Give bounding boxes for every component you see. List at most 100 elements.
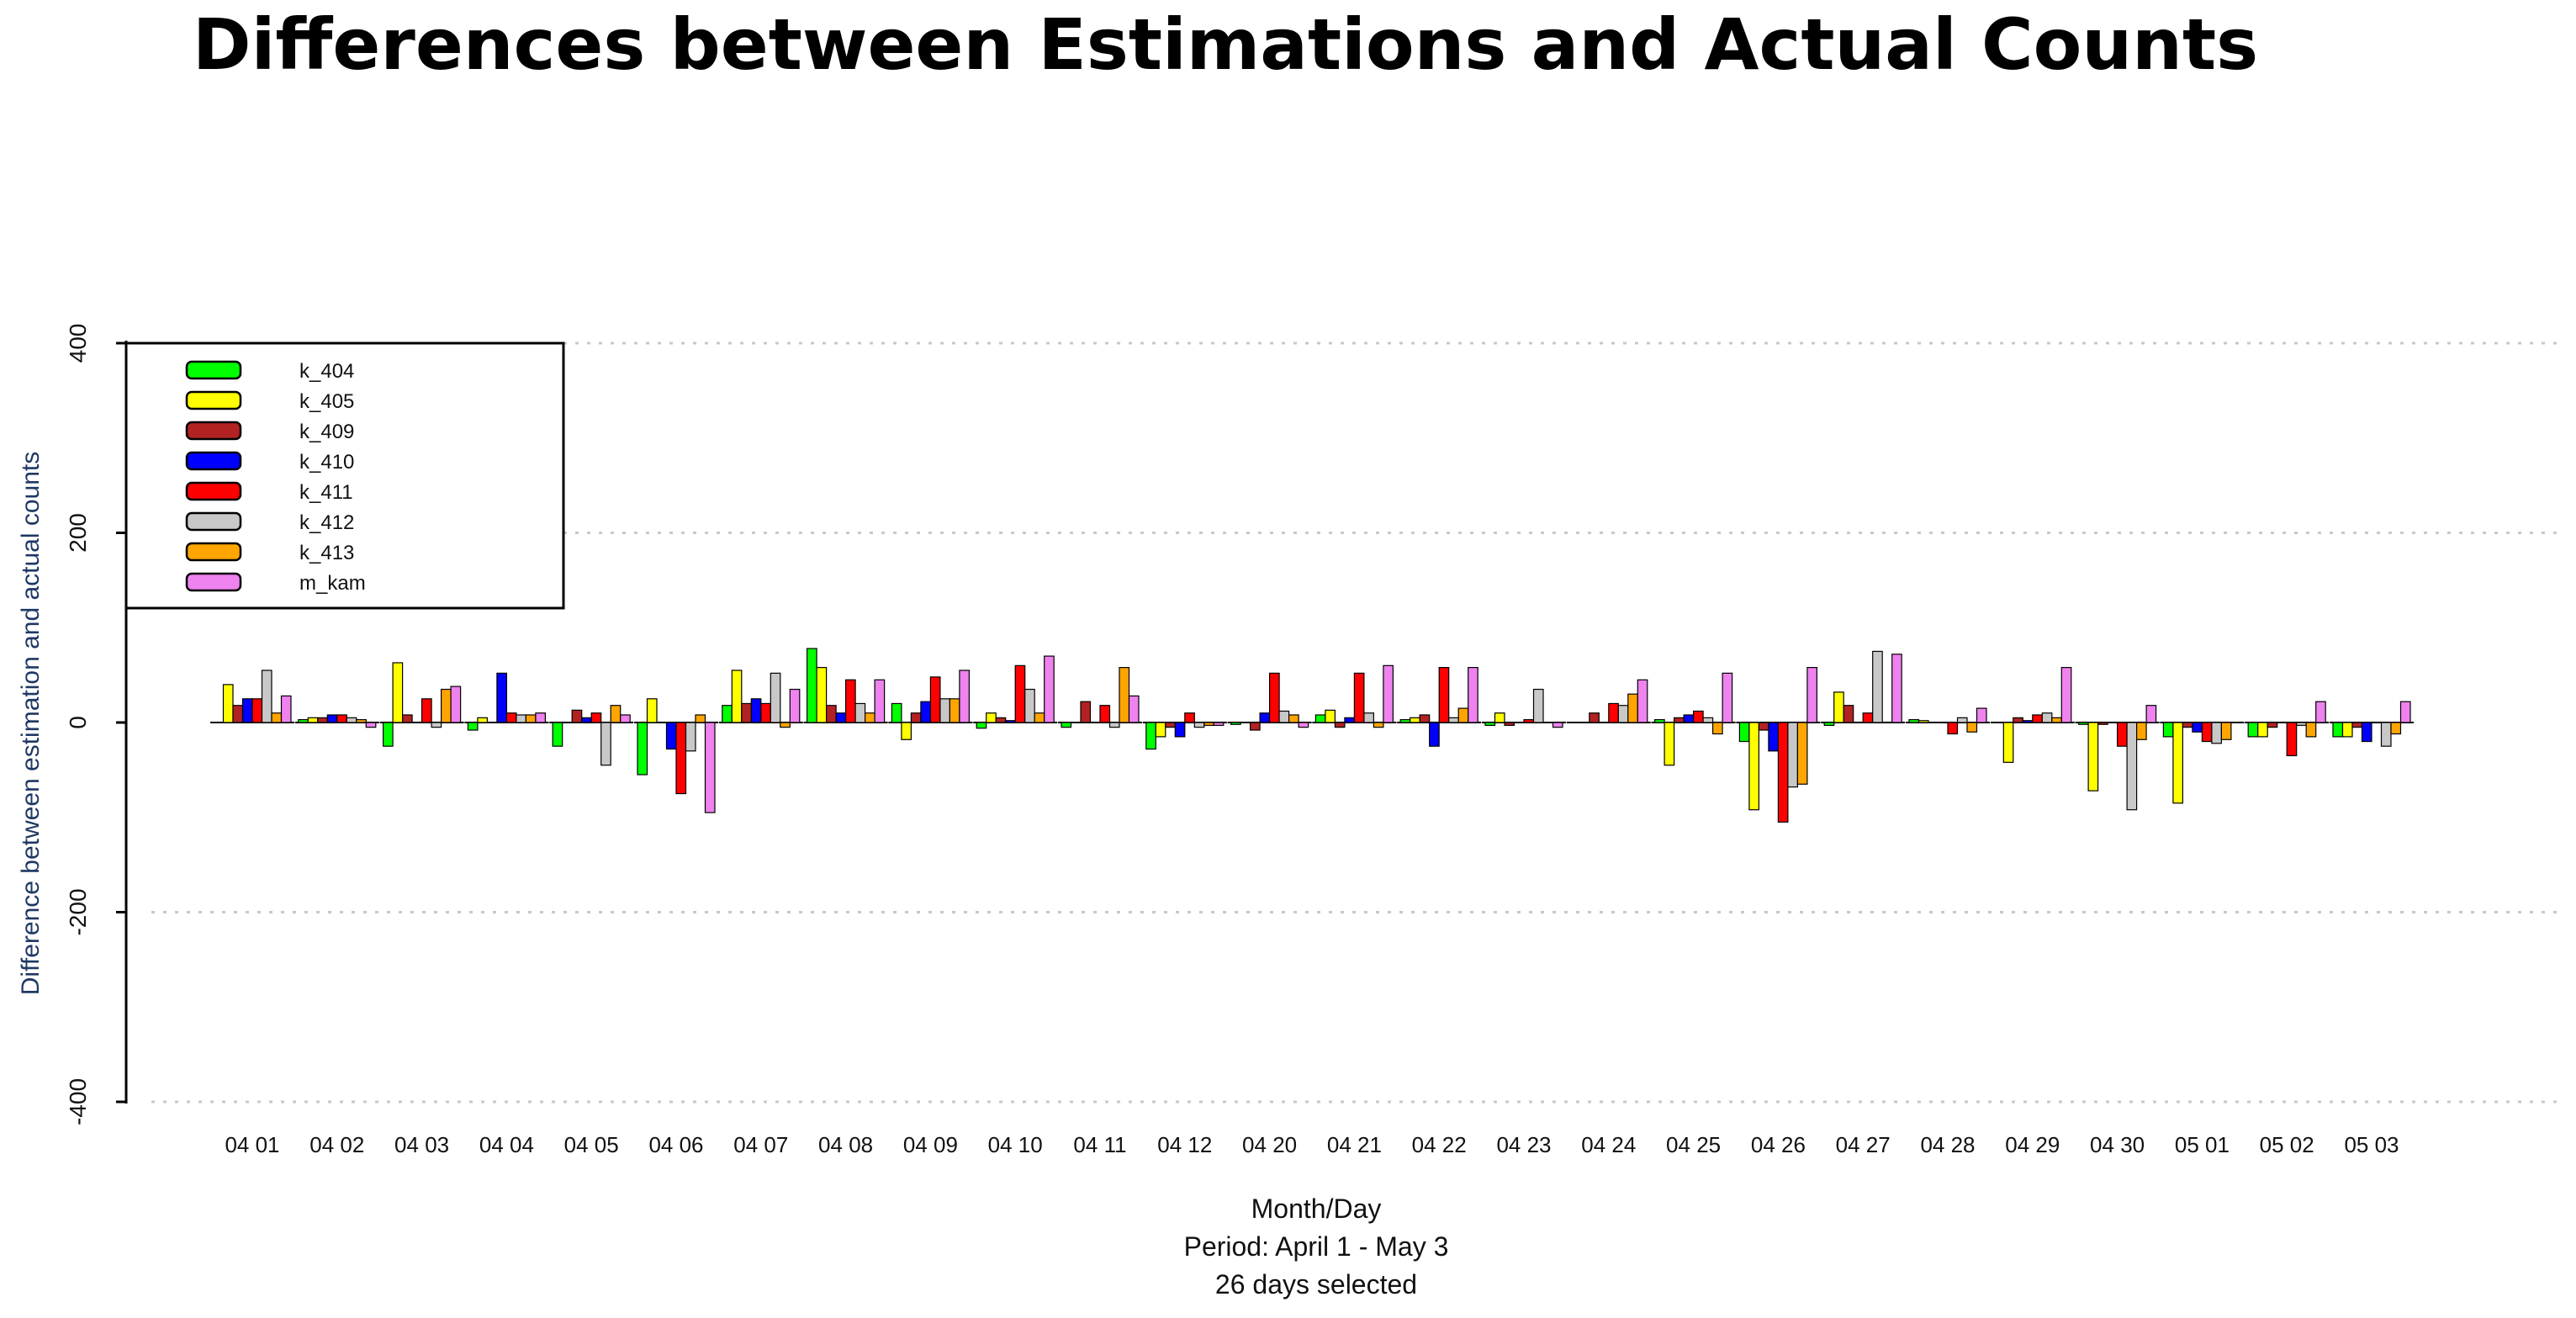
bar-m_kam-04-10 [1044,655,1055,723]
bar-k_412-04-06 [685,722,696,752]
legend-swatch-m_kam [185,572,242,592]
bar-k_413-05-03 [2390,722,2402,735]
bar-k_404-04-11 [1061,722,1072,728]
bar-k_413-04-24 [1627,693,1638,723]
bar-m_kam-04-11 [1128,695,1140,723]
x-tick-labels: 04 01 04 02 04 03 04 04 04 05 04 06 04 07 04 08… [225,1132,2399,1157]
bar-k_411-04-28 [1947,722,1959,735]
bar-k_412-04-11 [1108,722,1120,728]
bar-k_409-04-27 [1843,705,1854,723]
bar-k_411-04-22 [1438,667,1450,723]
bar-k_404-04-20 [1230,722,1241,725]
bar-k_413-04-28 [1966,722,1978,733]
bar-k_409-04-01 [232,705,244,723]
bar-m_kam-04-07 [789,688,801,723]
bar-k_413-04-25 [1711,722,1723,735]
bar-k_409-04-30 [2097,722,2108,725]
bar-m_kam-04-22 [1468,667,1478,723]
bar-k_413-04-12 [1203,722,1214,726]
bar-k_410-04-09 [920,701,932,723]
bar-k_412-04-12 [1193,722,1205,728]
bar-k_405-04-26 [1748,722,1759,811]
y-tick-label: 400 [65,324,91,363]
bar-k_409-04-11 [1080,701,1092,723]
x-tick-label: 04 04 [479,1132,534,1157]
y-tick-label: 0 [65,716,91,729]
x-tick-label: 04 20 [1242,1132,1297,1157]
bar-k_413-04-01 [271,712,283,723]
legend-swatch-k_411 [185,481,242,501]
x-axis-label-line1: Month/Day [1251,1194,1382,1224]
y-axis: -400 -200 0 200 400 [65,324,128,1125]
bar-k_412-04-20 [1278,710,1290,723]
bar-k_409-04-03 [402,714,413,723]
bar-k_411-04-24 [1608,702,1619,723]
bar-m_kam-04-27 [1891,654,1902,723]
x-tick-label: 04 27 [1836,1132,1891,1157]
bar-k_410-04-10 [1005,720,1016,723]
bar-m_kam-04-08 [874,679,886,723]
x-tick-label: 04 26 [1751,1132,1806,1157]
bar-k_413-04-11 [1119,667,1130,723]
x-tick-label: 04 24 [1581,1132,1636,1157]
bar-k_405-05-01 [2172,722,2183,804]
bar-k_413-04-09 [949,698,960,723]
legend-swatch-k_412 [185,511,242,532]
bar-k_413-04-22 [1457,707,1469,723]
bars [210,648,2414,823]
bar-k_412-05-03 [2380,722,2392,747]
bar-k_404-05-03 [2332,722,2344,738]
bar-k_411-05-02 [2286,722,2298,757]
bar-k_411-04-20 [1268,672,1280,723]
bar-k_410-04-26 [1768,722,1779,752]
bar-k_413-04-29 [2051,717,2062,723]
x-tick-label: 05 03 [2344,1132,2399,1157]
x-tick-label: 04 30 [2090,1132,2145,1157]
bar-k_412-04-25 [1702,717,1714,723]
legend-swatch-k_404 [185,360,242,380]
bar-k_409-04-22 [1419,714,1431,723]
bar-k_410-04-21 [1344,717,1356,723]
bar-k_409-04-26 [1758,722,1769,731]
bar-k_404-04-30 [2078,722,2089,725]
bar-k_409-04-08 [825,705,837,723]
bar-k_410-05-01 [2192,722,2203,733]
bar-k_412-04-08 [854,702,866,723]
bar-k_413-05-01 [2220,722,2232,740]
bar-k_405-04-25 [1664,722,1675,766]
bar-k_410-04-29 [2022,720,2034,723]
x-tick-label: 05 02 [2260,1132,2314,1157]
bar-k_410-04-22 [1429,722,1440,747]
x-tick-label: 04 09 [903,1132,958,1157]
bar-k_405-04-29 [2002,722,2014,763]
bar-k_404-04-21 [1314,714,1326,723]
bar-k_404-04-26 [1738,722,1750,743]
bar-k_405-04-21 [1325,709,1336,723]
legend-swatch-k_413 [185,542,242,562]
x-tick-label: 04 06 [648,1132,703,1157]
bar-k_409-04-21 [1334,722,1346,728]
bar-k_404-04-22 [1399,719,1411,723]
bar-k_410-04-07 [750,698,762,723]
x-tick-label: 04 22 [1412,1132,1467,1157]
bar-k_405-04-09 [901,722,912,740]
bar-k_411-05-01 [2201,722,2213,743]
bar-k_409-04-09 [910,712,922,723]
bar-k_409-05-01 [2182,722,2193,728]
bar-k_404-04-03 [383,722,394,747]
bar-k_413-04-30 [2136,722,2147,740]
bar-k_411-04-10 [1014,664,1026,723]
x-tick-label: 04 08 [818,1132,873,1157]
bar-k_410-04-25 [1683,714,1695,723]
bar-k_410-04-05 [581,717,592,723]
bar-k_413-04-21 [1373,722,1384,728]
bar-k_412-04-03 [431,722,442,728]
bar-m_kam-04-30 [2145,705,2157,723]
bar-k_411-04-03 [421,698,432,723]
x-axis-label-line2: Period: April 1 - May 3 [1184,1231,1449,1262]
bar-k_411-04-23 [1523,719,1535,723]
bar-m_kam-04-06 [704,722,716,813]
bar-k_412-04-01 [261,670,272,723]
bar-k_412-04-07 [770,672,781,723]
bar-k_412-04-28 [1956,717,1968,723]
